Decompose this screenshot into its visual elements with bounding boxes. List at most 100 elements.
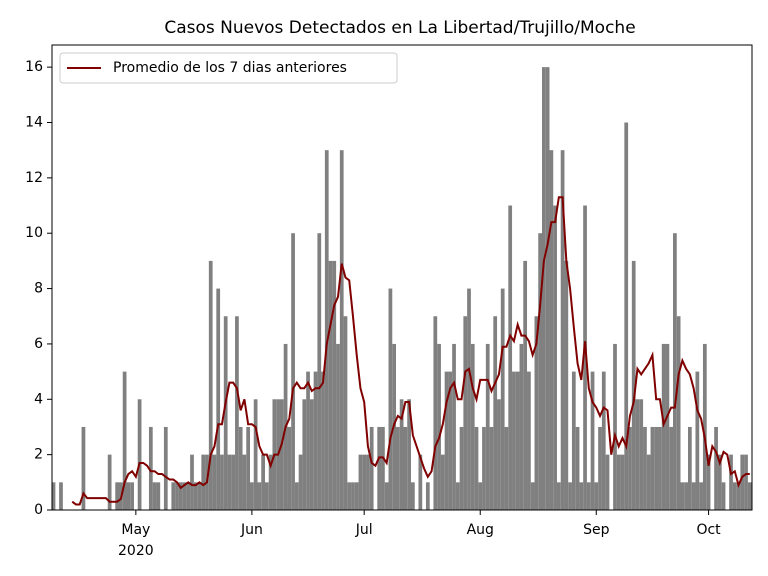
bar xyxy=(396,426,400,510)
bar xyxy=(732,482,737,510)
bar xyxy=(171,482,176,510)
bar xyxy=(463,316,468,510)
bar xyxy=(482,426,486,510)
bar xyxy=(407,399,411,510)
bar xyxy=(268,454,273,510)
bar xyxy=(549,150,554,510)
bar xyxy=(721,482,726,510)
bar xyxy=(238,426,243,510)
y-tick-label: 2 xyxy=(34,447,43,463)
bar xyxy=(152,482,157,510)
legend-label: Promedio de los 7 dias anteriores xyxy=(113,60,347,76)
bar xyxy=(740,454,745,510)
bar xyxy=(643,426,647,510)
bar xyxy=(542,67,546,511)
bar xyxy=(556,482,561,510)
bar xyxy=(358,454,363,510)
bar xyxy=(403,426,408,510)
bar xyxy=(354,482,359,510)
bar xyxy=(279,399,284,510)
bar xyxy=(220,454,224,510)
bar xyxy=(197,482,202,510)
bar xyxy=(575,426,580,510)
bar xyxy=(635,399,640,510)
bar xyxy=(148,426,153,510)
bar xyxy=(347,482,352,510)
bar xyxy=(343,316,348,510)
bar xyxy=(250,482,254,510)
bar xyxy=(216,288,221,510)
bar xyxy=(530,482,535,510)
y-tick-label: 12 xyxy=(25,170,43,186)
bar xyxy=(568,482,572,510)
bar xyxy=(418,454,423,510)
bar xyxy=(702,343,707,510)
bar xyxy=(452,343,456,510)
bar xyxy=(261,454,265,510)
bar xyxy=(680,482,685,510)
bar xyxy=(294,482,299,510)
bar xyxy=(182,482,187,510)
bar xyxy=(377,426,382,510)
bar xyxy=(583,205,587,511)
bar xyxy=(369,426,374,510)
bar xyxy=(590,371,595,510)
bar xyxy=(362,454,367,510)
bar xyxy=(246,426,251,510)
legend-box xyxy=(59,52,398,84)
bar xyxy=(624,122,629,510)
bar xyxy=(747,482,752,510)
bar xyxy=(126,482,131,510)
bar xyxy=(586,482,591,510)
bar xyxy=(478,482,483,510)
bar xyxy=(527,371,531,510)
bar xyxy=(729,454,733,510)
bar xyxy=(410,482,415,510)
average-line xyxy=(71,196,750,506)
bar xyxy=(736,482,741,510)
y-tick-label: 16 xyxy=(25,59,43,75)
bar xyxy=(336,343,340,510)
bar xyxy=(616,454,621,510)
chart-title: Casos Nuevos Detectados en La Libertad/T… xyxy=(164,18,635,38)
bar xyxy=(687,426,692,510)
x-tick-label: Jun xyxy=(240,522,263,538)
bar xyxy=(178,482,183,510)
bar xyxy=(399,399,404,510)
bar xyxy=(163,426,168,510)
bar xyxy=(306,371,310,510)
x-tick-label: Sep xyxy=(583,522,610,538)
bar xyxy=(717,454,722,510)
bar xyxy=(553,205,557,511)
bar xyxy=(235,316,239,510)
x-tick-label: Aug xyxy=(467,522,494,538)
bar xyxy=(560,150,565,510)
bar xyxy=(714,426,718,510)
bar xyxy=(223,316,228,510)
bar xyxy=(512,371,516,510)
bar xyxy=(231,454,236,510)
x-year-label: 2020 xyxy=(118,543,154,559)
bar xyxy=(650,426,655,510)
bar xyxy=(324,150,329,510)
bar xyxy=(137,399,142,510)
bar xyxy=(313,371,318,510)
bar xyxy=(328,260,333,510)
bar xyxy=(59,482,63,510)
bar xyxy=(425,482,430,510)
bar xyxy=(695,371,700,510)
bar xyxy=(594,482,599,510)
bar xyxy=(467,288,471,510)
x-tick-label: Jul xyxy=(355,522,373,538)
bar xyxy=(500,288,505,510)
bar xyxy=(538,233,542,510)
bar xyxy=(605,454,610,510)
bar xyxy=(291,233,295,510)
bar xyxy=(631,260,636,510)
bar xyxy=(508,205,513,511)
bar xyxy=(669,426,674,510)
plot-frame xyxy=(51,44,753,511)
bar xyxy=(493,316,498,510)
bar xyxy=(620,454,625,510)
